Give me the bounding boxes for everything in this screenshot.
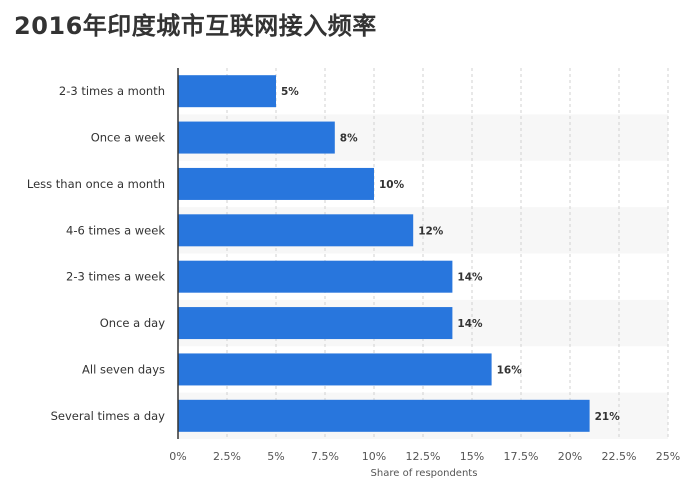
x-tick-label: 0% — [169, 450, 186, 463]
bar — [178, 353, 492, 386]
bar — [178, 75, 276, 108]
x-tick-label: 2.5% — [213, 450, 241, 463]
value-label: 12% — [418, 225, 444, 237]
value-label: 14% — [457, 272, 483, 284]
bar — [178, 307, 453, 340]
value-label: 16% — [497, 364, 523, 376]
value-label: 14% — [457, 318, 483, 330]
x-tick-label: 15% — [460, 450, 484, 463]
category-label: Once a day — [100, 316, 165, 330]
x-tick-label: 10% — [362, 450, 386, 463]
category-label: All seven days — [82, 362, 165, 376]
value-label: 8% — [340, 133, 358, 145]
x-tick-label: 7.5% — [311, 450, 339, 463]
x-tick-label: 12.5% — [406, 450, 441, 463]
bar — [178, 121, 335, 154]
value-label: 5% — [281, 86, 299, 98]
bar — [178, 260, 453, 293]
category-label: 2-3 times a week — [66, 270, 165, 284]
category-label: Once a week — [91, 131, 166, 145]
bar — [178, 167, 374, 200]
category-label: 2-3 times a month — [59, 84, 165, 98]
category-label: 4-6 times a week — [66, 223, 165, 237]
x-tick-label: 17.5% — [504, 450, 539, 463]
x-tick-label: 20% — [558, 450, 582, 463]
bar — [178, 399, 590, 432]
value-label: 10% — [379, 179, 405, 191]
bar — [178, 214, 414, 247]
x-tick-label: 5% — [267, 450, 284, 463]
category-label: Less than once a month — [27, 177, 165, 191]
x-tick-label: 25% — [656, 450, 680, 463]
chart-title: 2016年印度城市互联网接入频率 — [14, 12, 377, 40]
value-label: 21% — [595, 411, 621, 423]
x-tick-label: 22.5% — [602, 450, 637, 463]
category-label: Several times a day — [51, 409, 166, 423]
x-axis-title: Share of respondents — [371, 468, 478, 479]
